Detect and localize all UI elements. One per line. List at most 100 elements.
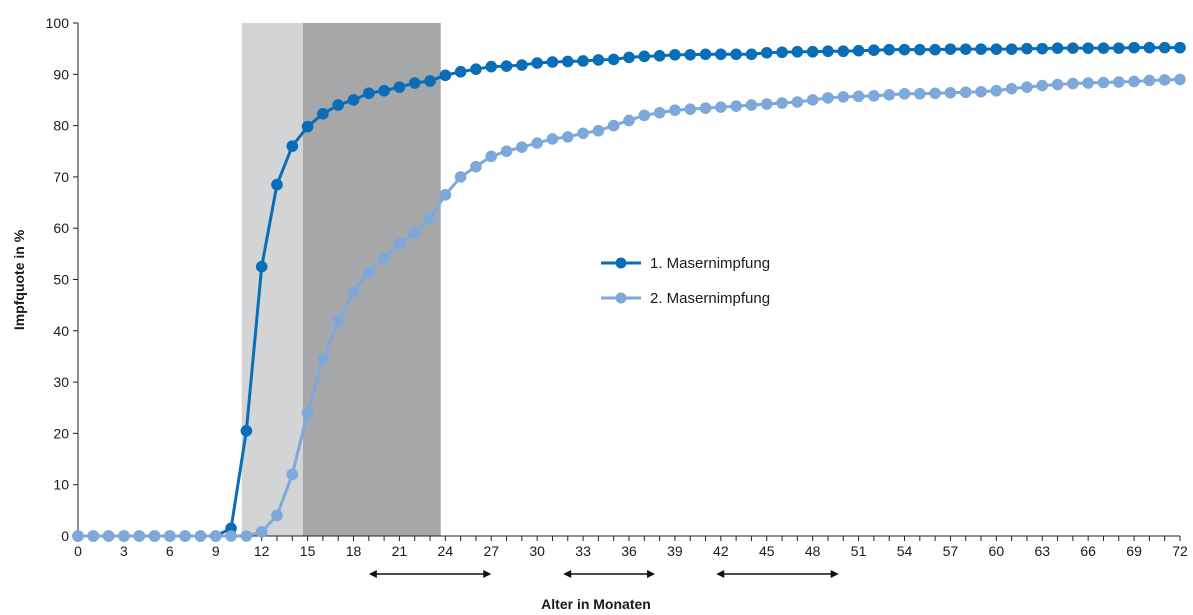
series-1-point: [363, 87, 375, 100]
x-tick-label-57: 57: [943, 543, 959, 559]
legend-marker-series-2: [615, 292, 627, 304]
series-2-point: [148, 530, 161, 542]
series-1-point: [684, 49, 697, 61]
series-1-point: [791, 45, 804, 58]
series-2-point: [1036, 79, 1049, 92]
x-tick-label-12: 12: [254, 543, 270, 559]
series-1-point: [546, 56, 559, 68]
age-range-bands: [241, 23, 441, 536]
x-tick-label-15: 15: [300, 543, 316, 559]
x-tick-label-30: 30: [529, 543, 545, 559]
series-2-point: [393, 237, 406, 250]
x-tick-label-63: 63: [1034, 543, 1050, 559]
x-tick-label-39: 39: [667, 543, 683, 559]
series-1-point: [760, 46, 773, 59]
series-2-point: [87, 530, 100, 542]
series-2-point: [929, 87, 941, 100]
series-2-point: [225, 530, 237, 542]
series-lines: [72, 41, 1186, 542]
x-tick-label-18: 18: [346, 543, 362, 559]
series-2-point: [332, 315, 344, 328]
series-1-point: [1051, 42, 1064, 54]
series-1-point: [317, 108, 329, 120]
series-2-point: [1158, 74, 1171, 86]
series-2-point: [684, 103, 697, 115]
series-1-point: [470, 63, 482, 75]
series-2-point: [363, 266, 375, 278]
series-2-point: [1082, 77, 1094, 89]
series-2-point: [1051, 78, 1064, 91]
series-2-point: [1067, 77, 1079, 90]
series-2-point: [286, 468, 299, 481]
x-tick-label-69: 69: [1126, 543, 1142, 559]
series-1-point: [669, 49, 681, 61]
series-2-point: [699, 102, 712, 114]
series-1-point: [332, 99, 344, 111]
range-arrow-head-left: [563, 570, 572, 578]
series-2-point: [317, 353, 329, 365]
series-1-point: [883, 43, 895, 56]
series-1-point: [959, 43, 972, 55]
range-arrow-3: [716, 570, 839, 578]
shaded-band-1: [241, 23, 303, 536]
x-tick-label-54: 54: [897, 543, 913, 559]
series-2-point: [806, 94, 819, 106]
series-2-point: [669, 104, 681, 117]
series-2-point: [577, 127, 589, 140]
x-tick-label-21: 21: [392, 543, 408, 559]
series-1-point: [730, 48, 742, 61]
shaded-band-2: [302, 23, 441, 536]
series-2-point: [1097, 76, 1110, 89]
series-2-point: [118, 530, 130, 542]
series-2-point: [776, 97, 788, 109]
series-2-point: [592, 124, 605, 137]
y-tick-label-70: 70: [53, 169, 69, 185]
y-tick-label-30: 30: [53, 374, 69, 390]
series-2-point: [898, 87, 911, 100]
series-1-point: [286, 140, 299, 152]
series-1-point: [271, 178, 283, 191]
x-tick-label-60: 60: [989, 543, 1005, 559]
series-1-point: [837, 45, 850, 58]
y-tick-label-40: 40: [53, 323, 69, 339]
series-2-point: [745, 99, 758, 111]
series-1-point: [561, 55, 574, 68]
y-tick-label-50: 50: [53, 272, 69, 288]
y-tick-label-90: 90: [53, 66, 69, 82]
series-1-point: [715, 48, 727, 61]
series-2-point: [546, 133, 559, 145]
series-2-point: [959, 86, 972, 99]
series-1-point: [975, 43, 987, 55]
legend-marker-series-1: [615, 257, 627, 269]
range-arrow-head-right: [647, 570, 656, 578]
series-1-point: [1158, 41, 1171, 54]
series-1-point: [1097, 42, 1110, 54]
x-tick-label-42: 42: [713, 543, 729, 559]
series-1-point: [868, 44, 880, 56]
x-tick-label-6: 6: [166, 543, 174, 559]
range-arrow-head-right: [483, 570, 492, 578]
y-axis-title: Impfquote in %: [11, 229, 27, 330]
series-1-point: [1143, 41, 1156, 54]
range-arrows: [368, 570, 839, 578]
series-1-point: [653, 50, 666, 62]
range-arrow-head-right: [830, 570, 839, 578]
series-1: [72, 41, 1186, 542]
series-2-point: [347, 286, 360, 299]
series-2-point: [914, 87, 926, 100]
series-1-point: [500, 60, 513, 72]
series-2-point: [301, 407, 314, 419]
series-2-point: [271, 509, 283, 522]
series-2-point: [822, 92, 834, 104]
x-tick-label-33: 33: [575, 543, 591, 559]
x-tick-label-24: 24: [438, 543, 454, 559]
legend-label-series-2: 2. Masernimpfung: [650, 290, 770, 307]
series-1-point: [531, 57, 543, 69]
series-1-point: [347, 94, 360, 106]
series-1-point: [1174, 41, 1186, 54]
x-tick-label-9: 9: [212, 543, 220, 559]
range-arrow-head-left: [716, 570, 725, 578]
series-1-point: [1128, 41, 1140, 54]
y-tick-label-0: 0: [61, 528, 69, 544]
